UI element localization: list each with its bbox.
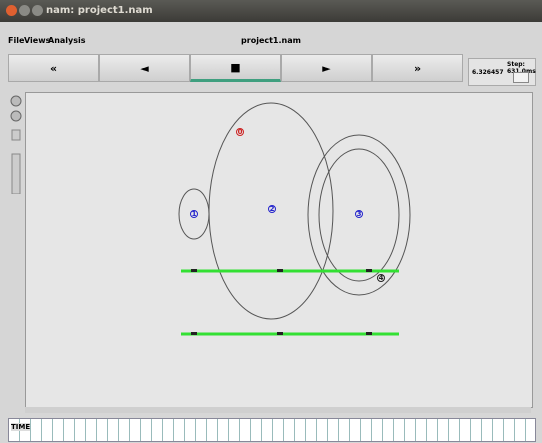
menu-item[interactable]: Analysis	[48, 36, 86, 45]
link-mark	[366, 269, 372, 272]
step-label: Step: 631.0ms	[507, 61, 536, 75]
zoom-in[interactable]	[10, 95, 22, 107]
node-label: 1	[192, 210, 197, 218]
slider[interactable]	[11, 153, 21, 194]
node[interactable]	[236, 128, 244, 136]
left-tools	[10, 95, 22, 194]
back-button[interactable]: ◄	[99, 54, 190, 82]
tool[interactable]	[11, 129, 21, 141]
link-mark	[277, 269, 283, 272]
node[interactable]	[190, 210, 198, 218]
range-circle	[178, 188, 210, 240]
menu-item[interactable]: Views	[24, 36, 51, 45]
rewind-button[interactable]: «	[8, 54, 99, 82]
window-title: nam: project1.nam	[46, 5, 153, 16]
node-label: 2	[270, 205, 275, 213]
step-slider[interactable]	[513, 72, 529, 83]
node[interactable]	[355, 210, 363, 218]
link-mark	[191, 332, 197, 335]
range-circle	[318, 148, 400, 282]
timeline[interactable]: TIME	[8, 418, 536, 442]
node-label: 4	[379, 274, 384, 282]
zoom-out[interactable]	[10, 110, 22, 122]
menu-item[interactable]: File	[8, 36, 25, 45]
link-mark	[366, 332, 372, 335]
scrollbar[interactable]	[25, 407, 531, 413]
forward-button[interactable]: »	[372, 54, 463, 82]
playback-toolbar: « ◄ ■ ► »	[8, 54, 463, 82]
link-mark	[277, 332, 283, 335]
node-label: 0	[238, 128, 243, 136]
range-circle	[307, 134, 411, 296]
node[interactable]	[268, 205, 276, 213]
time-value: 6.326457	[472, 69, 504, 76]
file-name: project1.nam	[241, 36, 301, 45]
timeline-label: TIME	[11, 423, 31, 431]
menu-bar: project1.nam File Views Analysis	[8, 34, 534, 48]
stop-button[interactable]: ■	[190, 54, 281, 82]
node-label: 3	[357, 210, 362, 218]
canvas: 0 1 2 3 4	[25, 92, 533, 408]
network: 0 1 2 3 4	[178, 102, 411, 336]
time-box: 6.326457 Step: 631.0ms	[468, 58, 536, 86]
link-mark	[191, 269, 197, 272]
play-button[interactable]: ►	[281, 54, 372, 82]
window-controls[interactable]	[6, 5, 45, 19]
title-bar: nam: project1.nam	[0, 0, 542, 22]
node[interactable]	[377, 274, 385, 282]
